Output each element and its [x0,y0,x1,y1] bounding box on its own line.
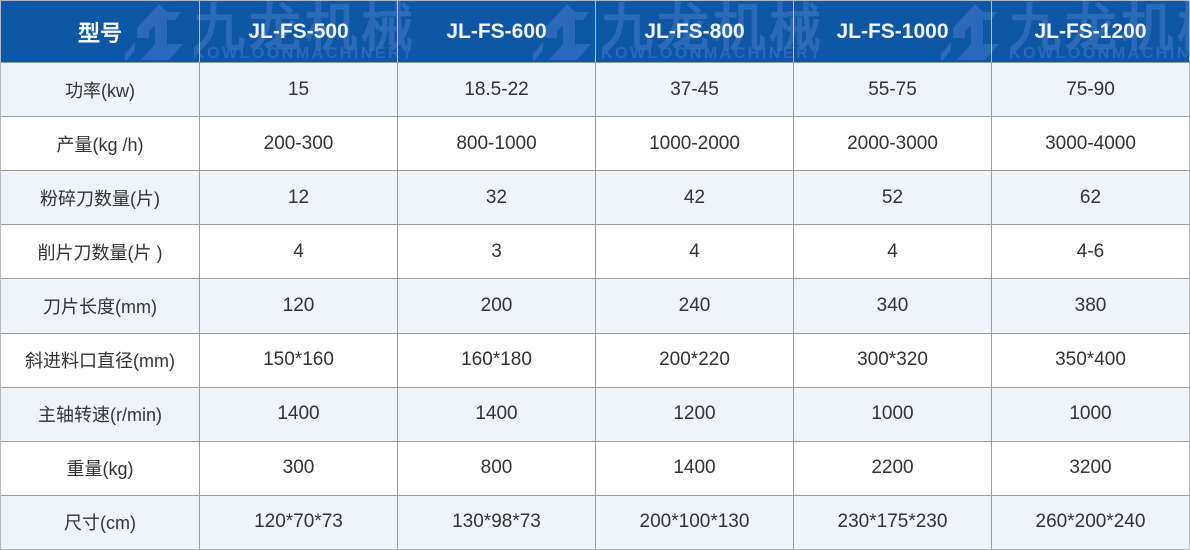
table-cell: 18.5-22 [397,63,595,117]
table-row: 斜进料口直径(mm) 150*160 160*180 200*220 300*320 35… [1,332,1189,387]
table-cell: 2000-3000 [793,117,991,171]
table-cell: 3000-4000 [991,117,1189,171]
row-label: 尺寸(cm) [64,513,136,534]
row-label: 削片刀数量(片 ) [37,242,163,263]
row-label: 主轴转速(r/min) [38,405,162,426]
table-cell: 380 [991,279,1189,333]
table-cell: 160*180 [397,333,595,387]
table-cell: 200*100*130 [595,495,793,549]
table-cell: 4 [595,225,793,279]
table-row: 削片刀数量(片 ) 4 3 4 4 4-6 [1,224,1189,279]
table-cell: 32 [397,171,595,225]
table-row: 主轴转速(r/min) 1400 1400 1200 1000 1000 [1,386,1189,441]
table-cell: 42 [595,171,793,225]
table-cell: 75-90 [991,63,1189,117]
table-row: 重量(kg) 300 800 1400 2200 3200 [1,440,1189,495]
table-cell: 350*400 [991,333,1189,387]
table-cell: 1400 [397,387,595,441]
table-cell: 52 [793,171,991,225]
table-cell: 120*70*73 [199,495,397,549]
table-cell: 300*320 [793,333,991,387]
table-cell: 4 [793,225,991,279]
table-cell: 240 [595,279,793,333]
table-cell: 150*160 [199,333,397,387]
row-label: 斜进料口直径(mm) [25,351,175,372]
table-cell: 62 [991,171,1189,225]
table-header-cells: 型号 JL-FS-500 JL-FS-600 JL-FS-800 JL-FS-1000 J… [1,1,1189,62]
table-row: 刀片长度(mm) 120 200 240 340 380 [1,278,1189,333]
table-cell: 37-45 [595,63,793,117]
table-header-row: 九龙机械 KOWLOONMACHINERY 九龙机械 KOWLOONMACHINERY… [1,1,1189,63]
table-row: 尺寸(cm) 120*70*73 130*98*73 200*100*130 230*1… [1,494,1189,549]
table-cell: 4 [199,225,397,279]
table-cell: 200*220 [595,333,793,387]
column-header-jl-fs-500: JL-FS-500 [199,1,397,62]
table-cell: 200 [397,279,595,333]
table-cell: 12 [199,171,397,225]
row-label: 刀片长度(mm) [43,296,157,317]
table-cell: 1400 [199,387,397,441]
table-cell: 120 [199,279,397,333]
table-body: 功率(kw) 15 18.5-22 37-45 55-75 75-90 产量(kg /h) 2… [1,63,1189,549]
column-header-jl-fs-1200: JL-FS-1200 [991,1,1189,62]
table-cell: 1000-2000 [595,117,793,171]
table-cell: 130*98*73 [397,495,595,549]
table-row: 粉碎刀数量(片) 12 32 42 52 62 [1,170,1189,225]
table-cell: 230*175*230 [793,495,991,549]
row-label: 粉碎刀数量(片) [40,188,160,209]
table-cell: 260*200*240 [991,495,1189,549]
table-cell: 3 [397,225,595,279]
table-cell: 800 [397,441,595,495]
table-cell: 55-75 [793,63,991,117]
column-header-jl-fs-600: JL-FS-600 [397,1,595,62]
table-cell: 15 [199,63,397,117]
table-cell: 1000 [991,387,1189,441]
table-cell: 4-6 [991,225,1189,279]
row-label: 产量(kg /h) [56,134,144,155]
table-row: 功率(kw) 15 18.5-22 37-45 55-75 75-90 [1,63,1189,117]
table-row: 产量(kg /h) 200-300 800-1000 1000-2000 2000-30… [1,116,1189,171]
table-cell: 2200 [793,441,991,495]
table-cell: 340 [793,279,991,333]
column-header-model: 型号 [77,20,122,46]
column-header-jl-fs-800: JL-FS-800 [595,1,793,62]
table-cell: 1200 [595,387,793,441]
table-cell: 1400 [595,441,793,495]
row-label: 功率(kw) [65,80,135,101]
table-cell: 1000 [793,387,991,441]
row-label: 重量(kg) [66,459,134,480]
table-cell: 200-300 [199,117,397,171]
table-cell: 800-1000 [397,117,595,171]
table-cell: 3200 [991,441,1189,495]
table-cell: 300 [199,441,397,495]
column-header-jl-fs-1000: JL-FS-1000 [793,1,991,62]
